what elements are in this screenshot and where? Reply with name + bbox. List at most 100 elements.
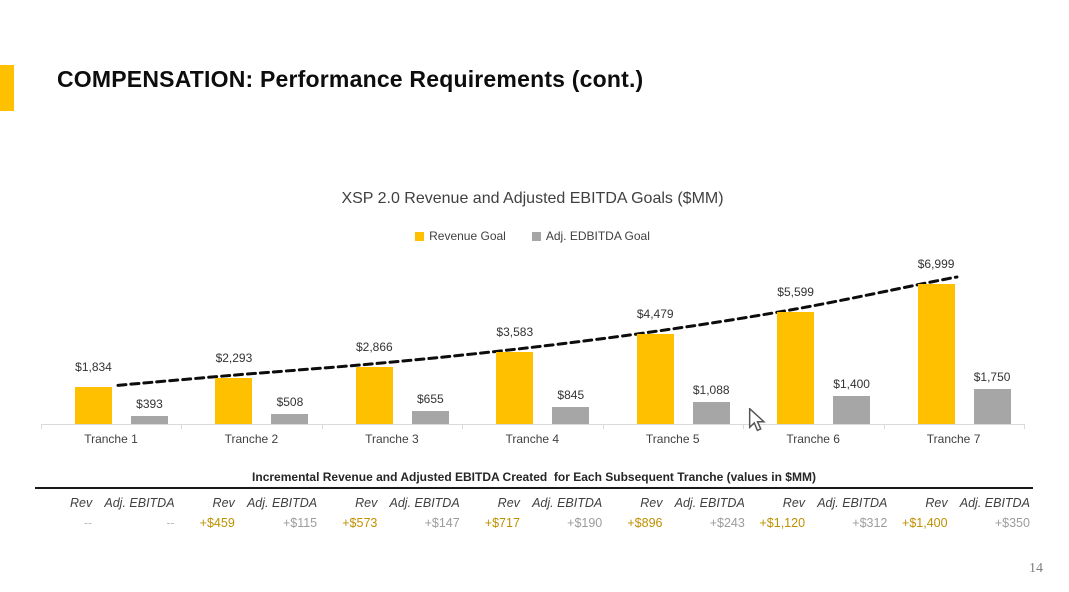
column-values: +$717 +$190 bbox=[463, 515, 606, 532]
revenue-goal-bar bbox=[215, 378, 253, 424]
ebitda-goal-value-label: $508 bbox=[276, 394, 304, 409]
rev-value: +$896 bbox=[627, 516, 663, 530]
revenue-goal-value-label: $1,834 bbox=[75, 360, 112, 375]
revenue-goal-value-label: $4,479 bbox=[636, 307, 674, 322]
rev-header: Rev bbox=[212, 496, 235, 510]
revenue-goal-bar bbox=[777, 312, 815, 424]
category-label: Tranche 6 bbox=[786, 432, 840, 446]
column-sub-headers: Rev Adj. EBITDA bbox=[35, 495, 178, 512]
ebitda-goal-value-label: $1,750 bbox=[973, 370, 1011, 384]
rev-header: Rev bbox=[782, 496, 806, 510]
column-sub-headers: Rev Adj. EBITDA bbox=[463, 495, 606, 512]
ebitda-goal-bar bbox=[973, 389, 1011, 424]
legend-item: Revenue Goal bbox=[415, 229, 506, 243]
ebitda-header: Adj. EBITDA bbox=[959, 496, 1030, 510]
legend-label: Revenue Goal bbox=[429, 229, 506, 243]
incremental-table-column: Rev Adj. EBITDA +$459 +$115 bbox=[178, 495, 321, 532]
ebitda-header: Adj. EBITDA bbox=[817, 496, 888, 510]
title-accent-bar bbox=[0, 65, 14, 111]
incremental-table-column: Rev Adj. EBITDA +$717 +$190 bbox=[463, 495, 606, 532]
revenue-goal-value-label: $3,583 bbox=[496, 325, 534, 340]
trendline-dashed bbox=[116, 275, 959, 387]
column-sub-headers: Rev Adj. EBITDA bbox=[890, 495, 1033, 512]
rev-header: Rev bbox=[69, 496, 93, 510]
ebitda-value: +$350 bbox=[994, 516, 1030, 530]
category-label: Tranche 3 bbox=[365, 432, 419, 446]
legend-item: Adj. EDBITDA Goal bbox=[531, 229, 650, 243]
rev-header: Rev bbox=[355, 496, 378, 510]
x-axis-tick bbox=[602, 424, 604, 429]
column-sub-headers: Rev Adj. EBITDA bbox=[320, 495, 463, 512]
incremental-table-column: Rev Adj. EBITDA +$896 +$243 bbox=[605, 495, 748, 532]
incremental-table-column: Rev Adj. EBITDA -- -- bbox=[35, 495, 178, 532]
rev-value: +$459 bbox=[199, 516, 235, 530]
incremental-table-column: Rev Adj. EBITDA +$1,400 +$350 bbox=[890, 495, 1033, 532]
x-axis-tick bbox=[883, 424, 885, 429]
legend-swatch bbox=[531, 231, 541, 241]
rev-value: +$573 bbox=[342, 516, 378, 530]
ebitda-goal-bar bbox=[271, 413, 309, 424]
category-label: Tranche 7 bbox=[926, 432, 981, 446]
revenue-goal-bar bbox=[636, 334, 674, 424]
column-values: -- -- bbox=[35, 515, 178, 532]
column-values: +$459 +$115 bbox=[178, 515, 321, 532]
x-axis-line bbox=[41, 424, 1024, 425]
x-axis-tick bbox=[1024, 424, 1025, 429]
chart-title: XSP 2.0 Revenue and Adjusted EBITDA Goal… bbox=[341, 190, 724, 207]
ebitda-goal-value-label: $845 bbox=[557, 388, 585, 403]
revenue-goal-bar bbox=[496, 352, 534, 424]
ebitda-goal-bar bbox=[131, 416, 168, 424]
page-number: 14 bbox=[1029, 561, 1043, 576]
ebitda-goal-bar bbox=[692, 402, 730, 424]
column-values: +$573 +$147 bbox=[320, 515, 463, 532]
category-label: Tranche 4 bbox=[505, 432, 560, 446]
ebitda-goal-value-label: $1,400 bbox=[833, 377, 870, 391]
column-values: +$1,400 +$350 bbox=[890, 515, 1033, 532]
rev-header: Rev bbox=[925, 496, 948, 510]
ebitda-value: -- bbox=[166, 516, 175, 530]
chart-legend: Revenue Goal Adj. EDBITDA Goal bbox=[0, 229, 1065, 243]
rev-value: +$717 bbox=[484, 516, 520, 530]
ebitda-goal-value-label: $655 bbox=[417, 391, 444, 406]
revenue-goal-bar bbox=[75, 387, 112, 424]
rev-header: Rev bbox=[640, 496, 663, 510]
revenue-goal-value-label: $6,999 bbox=[917, 257, 955, 272]
column-sub-headers: Rev Adj. EBITDA bbox=[605, 495, 748, 512]
revenue-goal-bar bbox=[355, 366, 393, 424]
incremental-table-column: Rev Adj. EBITDA +$573 +$147 bbox=[320, 495, 463, 532]
x-axis-tick bbox=[321, 424, 323, 429]
x-axis-tick bbox=[181, 424, 183, 429]
ebitda-header: Adj. EBITDA bbox=[246, 496, 318, 510]
revenue-goal-value-label: $2,293 bbox=[215, 351, 253, 366]
rev-header: Rev bbox=[497, 496, 520, 510]
x-axis-tick bbox=[462, 424, 464, 429]
category-label: Tranche 5 bbox=[645, 432, 700, 446]
incremental-table-caption: Incremental Revenue and Adjusted EBITDA … bbox=[252, 470, 816, 484]
legend-swatch bbox=[415, 231, 425, 241]
ebitda-goal-bar bbox=[833, 396, 871, 424]
x-axis-tick bbox=[743, 424, 745, 429]
column-sub-headers: Rev Adj. EBITDA bbox=[178, 495, 321, 512]
legend-label: Adj. EDBITDA Goal bbox=[545, 229, 650, 243]
slide-title: COMPENSATION: Performance Requirements (… bbox=[57, 66, 644, 92]
rev-value: +$1,400 bbox=[902, 516, 948, 530]
incremental-table: Rev Adj. EBITDA -- -- Rev Adj. EBITDA +$459 +$1… bbox=[35, 495, 1033, 532]
ebitda-header: Adj. EBITDA bbox=[104, 496, 175, 510]
ebitda-value: +$147 bbox=[424, 516, 460, 530]
x-axis-tick bbox=[41, 424, 42, 429]
revenue-goal-value-label: $2,866 bbox=[356, 339, 393, 354]
ebitda-value: +$190 bbox=[567, 516, 603, 530]
ebitda-value: +$115 bbox=[282, 516, 318, 530]
column-values: +$1,120 +$312 bbox=[748, 515, 891, 532]
ebitda-goal-value-label: $393 bbox=[136, 397, 163, 412]
rev-value: +$1,120 bbox=[759, 516, 806, 530]
ebitda-goal-value-label: $1,088 bbox=[692, 383, 730, 398]
rev-value: -- bbox=[83, 516, 93, 530]
bar-chart-plot-area: $1,834 $393 Tranche 1 $2,293 $508 Tranche 2 $2… bbox=[0, 255, 1069, 455]
revenue-goal-value-label: $5,599 bbox=[777, 285, 814, 300]
ebitda-value: +$243 bbox=[709, 516, 745, 530]
ebitda-header: Adj. EBITDA bbox=[674, 496, 745, 510]
ebitda-header: Adj. EBITDA bbox=[532, 496, 603, 510]
column-values: +$896 +$243 bbox=[605, 515, 748, 532]
